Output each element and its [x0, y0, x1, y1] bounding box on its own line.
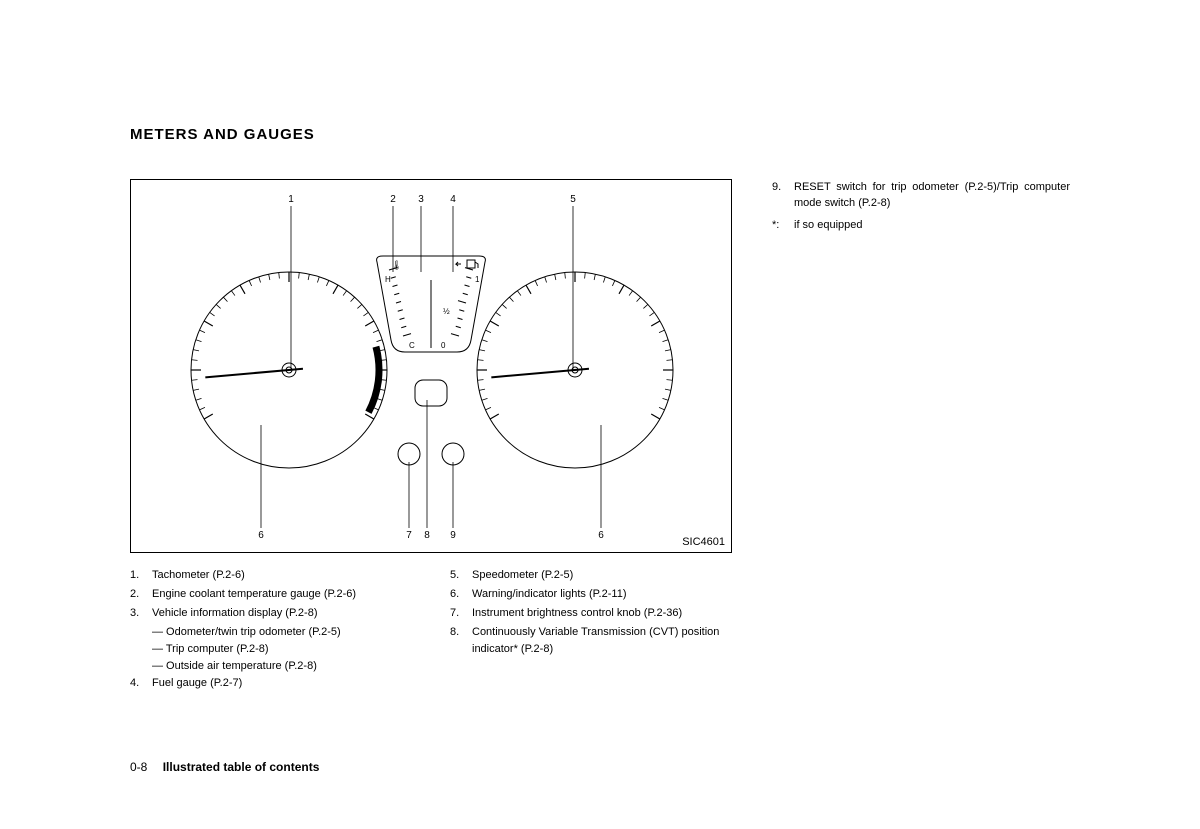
- legend-column-2: 5.Speedometer (P.2-5)6.Warning/indicator…: [450, 567, 732, 694]
- svg-text:0: 0: [441, 341, 446, 350]
- instrument-cluster-diagram: 🌡HC1½01234567896: [131, 180, 733, 554]
- legend-text: Fuel gauge (P.2-7): [152, 675, 450, 692]
- legend-number: 5.: [450, 567, 472, 584]
- svg-text:1: 1: [475, 275, 480, 284]
- legend-item: 6.Warning/indicator lights (P.2-11): [450, 586, 732, 603]
- svg-text:2: 2: [390, 194, 396, 205]
- legend-column-right: 9.RESET switch for trip odometer (P.2-5)…: [772, 180, 1070, 240]
- legend-item: 4.Fuel gauge (P.2-7): [130, 675, 450, 692]
- legend-text: Engine coolant temperature gauge (P.2-6): [152, 586, 450, 603]
- legend-subitem: — Outside air temperature (P.2-8): [130, 658, 450, 675]
- legend-number: 4.: [130, 675, 152, 692]
- legend-item: 2.Engine coolant temperature gauge (P.2-…: [130, 586, 450, 603]
- figure-id-label: SIC4601: [682, 536, 725, 548]
- legend-item: 9.RESET switch for trip odometer (P.2-5)…: [772, 180, 1070, 212]
- legend-subitem: — Odometer/twin trip odometer (P.2-5): [130, 624, 450, 641]
- legend-item: 7.Instrument brightness control knob (P.…: [450, 605, 732, 622]
- legend-item: *:if so equipped: [772, 218, 1070, 234]
- legend-number: 9.: [772, 180, 794, 212]
- legend-item: 8.Continuously Variable Transmission (CV…: [450, 624, 732, 658]
- legend-number: 7.: [450, 605, 472, 622]
- section-heading: METERS AND GAUGES: [130, 126, 1070, 143]
- svg-text:7: 7: [406, 530, 412, 541]
- svg-text:½: ½: [443, 307, 450, 316]
- legend-text: Warning/indicator lights (P.2-11): [472, 586, 732, 603]
- legend-number: *:: [772, 218, 794, 234]
- footer-section-title: Illustrated table of contents: [163, 760, 320, 774]
- legend-item: 1.Tachometer (P.2-6): [130, 567, 450, 584]
- legend-text: if so equipped: [794, 218, 1070, 234]
- legend-number: 3.: [130, 605, 152, 622]
- svg-text:C: C: [409, 341, 415, 350]
- legend-text: Instrument brightness control knob (P.2-…: [472, 605, 732, 622]
- legend-item: 3.Vehicle information display (P.2-8): [130, 605, 450, 622]
- legend-number: 2.: [130, 586, 152, 603]
- svg-text:6: 6: [598, 530, 604, 541]
- page-number: 0-8: [130, 760, 147, 774]
- legend-item: 5.Speedometer (P.2-5): [450, 567, 732, 584]
- legend-text: RESET switch for trip odometer (P.2-5)/T…: [794, 180, 1070, 212]
- legend-number: 6.: [450, 586, 472, 603]
- legend-number: 8.: [450, 624, 472, 658]
- legend-text: Vehicle information display (P.2-8): [152, 605, 450, 622]
- page-footer: 0-8 Illustrated table of contents: [130, 760, 319, 774]
- svg-text:6: 6: [258, 530, 264, 541]
- svg-text:9: 9: [450, 530, 456, 541]
- legend-text: Continuously Variable Transmission (CVT)…: [472, 624, 732, 658]
- legend-columns: 1.Tachometer (P.2-6)2.Engine coolant tem…: [130, 567, 732, 694]
- legend-text: Tachometer (P.2-6): [152, 567, 450, 584]
- svg-text:5: 5: [570, 194, 576, 205]
- legend-column-1: 1.Tachometer (P.2-6)2.Engine coolant tem…: [130, 567, 450, 694]
- svg-text:4: 4: [450, 194, 456, 205]
- legend-subitem: — Trip computer (P.2-8): [130, 641, 450, 658]
- svg-text:8: 8: [424, 530, 430, 541]
- svg-text:1: 1: [288, 194, 294, 205]
- svg-text:3: 3: [418, 194, 424, 205]
- figure-container: 🌡HC1½01234567896 SIC4601: [130, 179, 732, 553]
- legend-text: Speedometer (P.2-5): [472, 567, 732, 584]
- legend-number: 1.: [130, 567, 152, 584]
- svg-text:H: H: [385, 275, 391, 284]
